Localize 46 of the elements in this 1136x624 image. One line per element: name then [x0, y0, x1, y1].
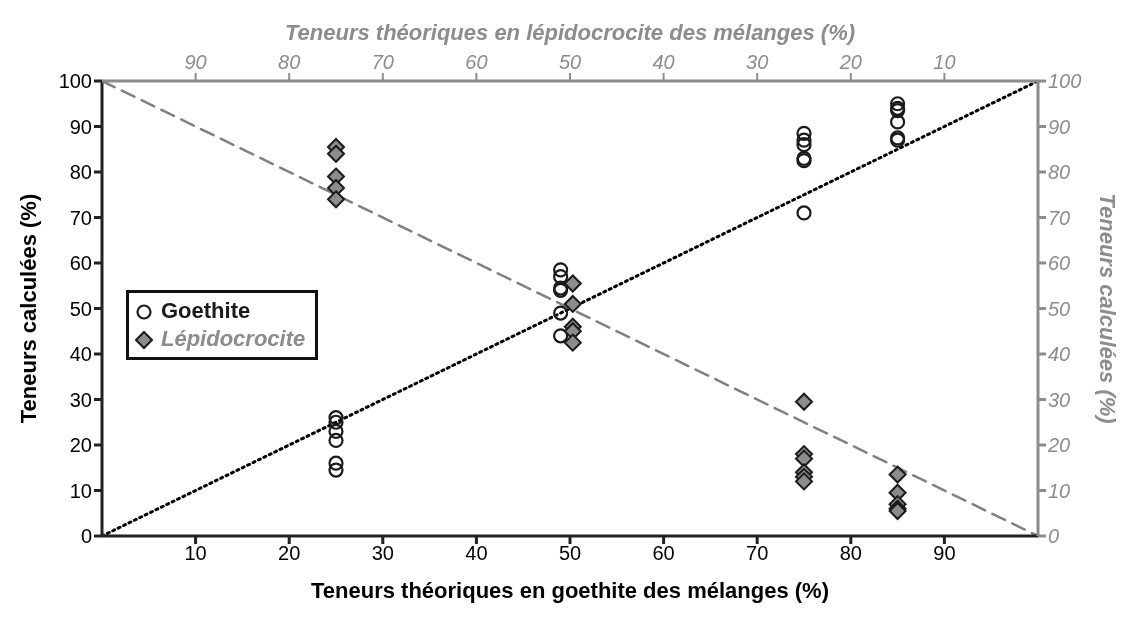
- y-tick-label: 20: [69, 434, 92, 457]
- y-tick-label: 80: [69, 161, 92, 184]
- x2-tick-label: 10: [933, 51, 956, 73]
- x-tick-label: 10: [184, 542, 207, 565]
- x2-tick-label: 90: [184, 51, 207, 73]
- x-tick-label: 80: [839, 542, 862, 565]
- y2-tick-label: 20: [1047, 434, 1071, 457]
- y-tick-label: 0: [80, 525, 92, 548]
- x-tick-label: 30: [371, 542, 394, 565]
- x2-tick-label: 80: [278, 51, 301, 73]
- x2-tick-label: 60: [465, 51, 488, 73]
- y-tick-label: 70: [69, 206, 92, 229]
- y2-tick-label: 0: [1048, 525, 1060, 548]
- x-tick-label: 20: [278, 542, 301, 565]
- y2-axis-title: Teneurs calculées (%): [1095, 193, 1121, 424]
- x-tick-label: 90: [933, 542, 956, 565]
- x2-axis-title: Teneurs théoriques en lépidocrocite des mélanges (%): [284, 20, 856, 45]
- x-tick-label: 70: [746, 542, 769, 565]
- y-tick-label: 90: [69, 115, 92, 138]
- y2-tick-label: 10: [1048, 479, 1071, 502]
- x2-tick-label: 20: [838, 51, 862, 73]
- legend-label: Lépidocrocite: [161, 326, 306, 351]
- y2-tick-label: 70: [1048, 206, 1071, 229]
- x2-tick-label: 40: [652, 51, 675, 73]
- y-tick-label: 10: [69, 479, 92, 502]
- y2-tick-label: 60: [1048, 252, 1071, 275]
- y-axis-title: Teneurs calculées (%): [15, 193, 41, 424]
- legend-label: Goethite: [161, 298, 251, 323]
- y2-tick-label: 80: [1048, 161, 1071, 184]
- x2-tick-label: 50: [558, 51, 582, 73]
- x2-tick-label: 70: [371, 51, 394, 73]
- x-tick-label: 60: [652, 542, 675, 565]
- x-tick-label: 40: [465, 542, 488, 565]
- y-tick-label: 30: [69, 388, 92, 411]
- y2-tick-label: 100: [1048, 70, 1082, 93]
- y2-tick-label: 50: [1048, 297, 1071, 320]
- x2-tick-label: 30: [746, 51, 769, 73]
- x-tick-label: 50: [558, 542, 582, 565]
- y2-tick-label: 30: [1048, 388, 1071, 411]
- y-tick-label: 60: [69, 252, 92, 275]
- x-axis-title: Teneurs théoriques en goethite des mélanges (%): [311, 578, 829, 603]
- y2-tick-label: 90: [1048, 115, 1071, 138]
- y-tick-label: 40: [69, 343, 92, 366]
- y-tick-label: 50: [69, 297, 92, 320]
- y-tick-label: 100: [58, 70, 92, 93]
- y2-tick-label: 40: [1048, 343, 1071, 366]
